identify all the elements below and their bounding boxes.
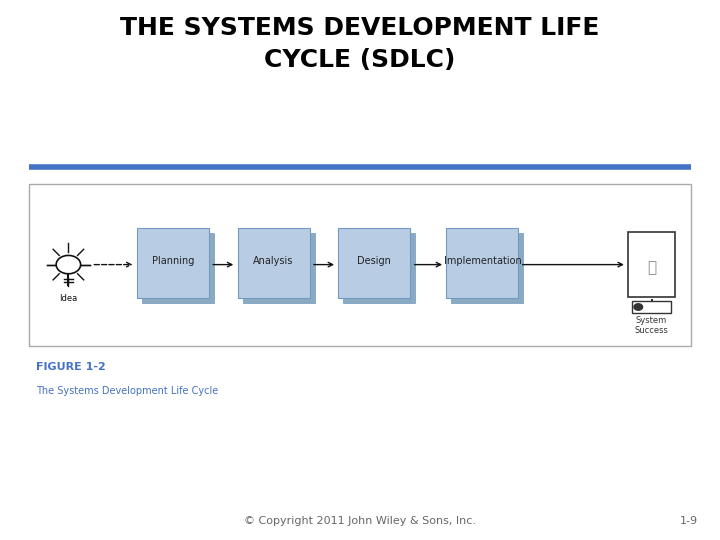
FancyBboxPatch shape <box>343 233 415 303</box>
Text: Analysis: Analysis <box>253 256 294 266</box>
Text: 👍: 👍 <box>647 260 656 275</box>
Text: The Systems Development Life Cycle: The Systems Development Life Cycle <box>36 386 218 396</box>
Text: Design: Design <box>357 256 392 266</box>
Text: 1-9: 1-9 <box>680 516 698 526</box>
FancyBboxPatch shape <box>338 228 410 298</box>
Text: THE SYSTEMS DEVELOPMENT LIFE
CYCLE (SDLC): THE SYSTEMS DEVELOPMENT LIFE CYCLE (SDLC… <box>120 16 600 72</box>
Text: Implementation: Implementation <box>444 256 521 266</box>
FancyBboxPatch shape <box>137 228 209 298</box>
Circle shape <box>634 303 643 310</box>
FancyBboxPatch shape <box>243 233 315 303</box>
FancyBboxPatch shape <box>451 233 523 303</box>
FancyBboxPatch shape <box>142 233 214 303</box>
Text: Planning: Planning <box>152 256 194 266</box>
FancyBboxPatch shape <box>628 232 675 297</box>
FancyBboxPatch shape <box>632 301 672 313</box>
FancyBboxPatch shape <box>446 228 518 298</box>
Text: FIGURE 1-2: FIGURE 1-2 <box>36 362 106 372</box>
Text: © Copyright 2011 John Wiley & Sons, Inc.: © Copyright 2011 John Wiley & Sons, Inc. <box>244 516 476 526</box>
FancyBboxPatch shape <box>29 184 691 346</box>
Text: Idea: Idea <box>59 294 78 303</box>
FancyBboxPatch shape <box>238 228 310 298</box>
Text: System
Success: System Success <box>634 316 669 335</box>
